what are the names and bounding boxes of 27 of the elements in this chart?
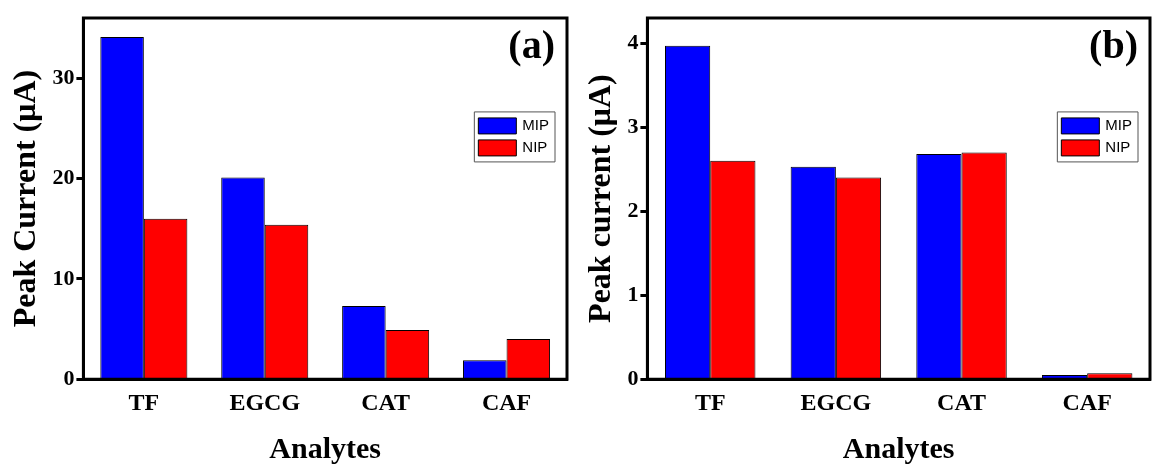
legend-label: MIP: [522, 116, 549, 134]
legend-label: NIP: [522, 138, 548, 156]
x-tick-label: CAT: [361, 388, 411, 415]
y-tick-label: 10: [52, 264, 75, 290]
x-axis-title: Analytes: [842, 430, 955, 464]
y-tick-label: 0: [63, 364, 75, 390]
x-tick-label: EGCG: [800, 388, 872, 415]
y-axis-title: Peak current (μA): [581, 74, 618, 323]
y-tick-label: 20: [52, 164, 75, 190]
x-tick-label: CAT: [937, 388, 986, 415]
annotation: (b): [1089, 22, 1138, 68]
legend-label: MIP: [1105, 116, 1132, 134]
x-tick-label: TF: [128, 388, 160, 415]
y-tick-label: 1: [627, 280, 639, 306]
x-tick-label: CAF: [1062, 388, 1112, 415]
y-tick-label: 4: [627, 28, 639, 54]
y-tick-label: 2: [627, 196, 639, 222]
y-tick-label: 30: [52, 63, 75, 89]
x-tick-label: CAF: [481, 388, 532, 415]
y-tick-label: 0: [627, 364, 639, 390]
y-tick-label: 3: [627, 112, 639, 138]
x-axis-title: Analytes: [269, 430, 382, 464]
legend-label: NIP: [1105, 138, 1131, 156]
x-tick-label: TF: [694, 388, 726, 415]
annotation: (a): [508, 22, 555, 68]
x-tick-label: EGCG: [229, 388, 301, 415]
y-axis-title: Peak Current (μA): [6, 69, 43, 328]
